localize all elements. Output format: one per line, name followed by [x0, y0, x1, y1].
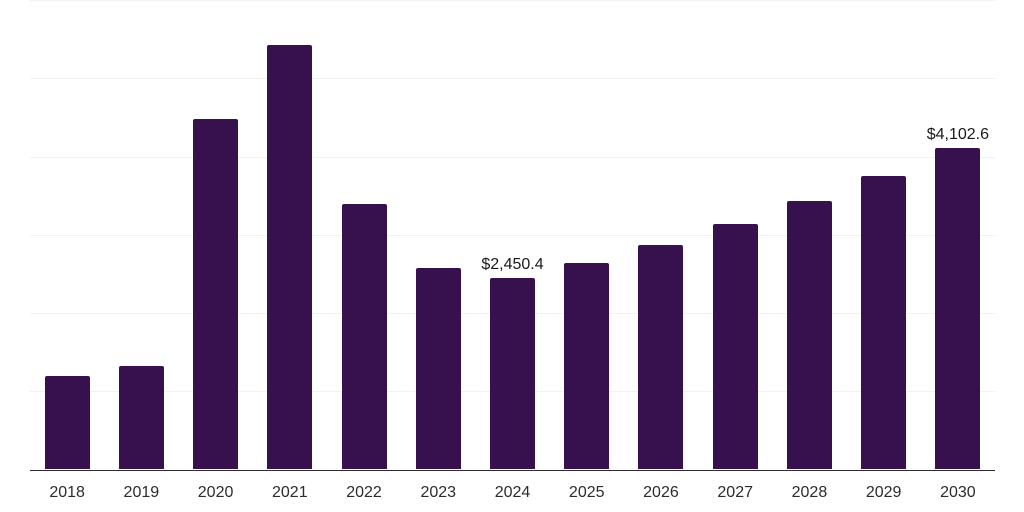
bar-2028[interactable]: [786, 200, 832, 470]
bar-2029[interactable]: [861, 176, 907, 470]
x-axis-line: [30, 469, 995, 472]
x-tick-label-2029: 2029: [865, 484, 902, 501]
x-tick-label-2027: 2027: [717, 484, 753, 501]
bar-2019[interactable]: [118, 366, 164, 470]
x-tick-label-2024: 2024: [494, 484, 531, 501]
bar-2025[interactable]: [564, 262, 610, 470]
x-tick-label-2019: 2019: [123, 484, 160, 501]
bar-2023[interactable]: [415, 267, 461, 470]
bar-2018[interactable]: [44, 375, 90, 470]
gridline-5000: [30, 78, 995, 80]
data-label-2024: $2,450.4: [481, 255, 544, 273]
bar-2024[interactable]: [490, 277, 535, 470]
bar-2021[interactable]: [267, 44, 313, 470]
gridline-3000: [30, 234, 995, 236]
x-tick-label-2021: 2021: [272, 484, 308, 501]
bar-2027[interactable]: [712, 223, 758, 470]
x-tick-label-2028: 2028: [791, 484, 828, 501]
bar-2020[interactable]: [193, 118, 239, 470]
gridline-4000: [30, 156, 995, 158]
data-label-2030: $4,102.6: [926, 126, 990, 144]
bar-2026[interactable]: [638, 244, 684, 470]
bar-2022[interactable]: [341, 204, 387, 470]
x-tick-label-2030: 2030: [940, 484, 976, 501]
x-tick-label-2022: 2022: [346, 484, 382, 501]
x-tick-label-2025: 2025: [568, 484, 605, 501]
x-tick-label-2023: 2023: [420, 484, 457, 501]
plot-area: $2,450.4 $4,102.6: [30, 0, 995, 470]
gridline-6000: [30, 0, 995, 1]
x-tick-label-2020: 2020: [197, 484, 234, 501]
x-tick-label-2026: 2026: [643, 484, 679, 501]
bar-2030[interactable]: [935, 148, 981, 470]
x-tick-label-2018: 2018: [49, 484, 85, 501]
